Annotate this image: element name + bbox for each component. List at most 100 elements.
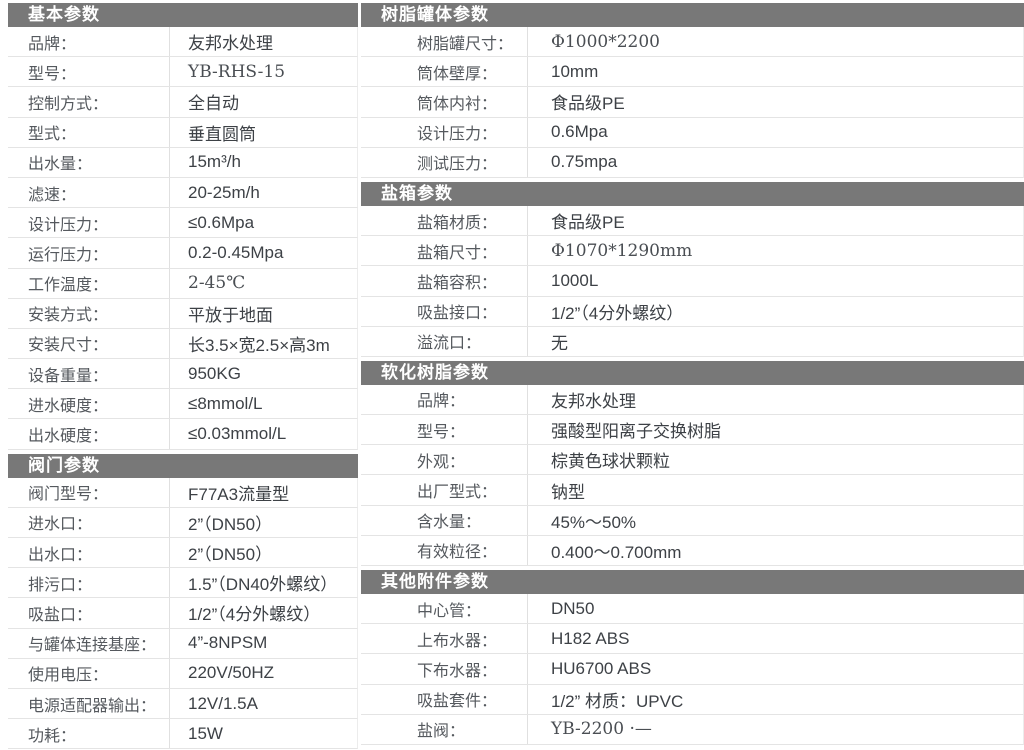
spec-label: 功耗： — [8, 719, 170, 749]
spec-label: 阀门型号： — [8, 477, 170, 507]
spec-value: HU6700 ABS — [551, 658, 652, 678]
spec-label: 设计压力： — [8, 208, 170, 238]
spec-label: 出水硬度： — [8, 419, 170, 449]
spec-value: 950KG — [188, 363, 241, 383]
spec-section: 阀门参数 阀门型号： F77A3流量型 进水口： 2”（DN50） 出水口： 2”（DN50… — [8, 453, 358, 750]
spec-row: 功耗： 15W — [8, 719, 358, 750]
spec-row: 溢流口： 无 — [361, 326, 1024, 357]
spec-label: 出水量： — [8, 147, 170, 177]
spec-table-right-column: 树脂罐体参数 树脂罐尺寸： Φ1000*2200 筒体壁厚： 10mm 筒体内衬： 食品级P… — [361, 3, 1024, 745]
spec-label: 品牌： — [8, 27, 170, 57]
spec-row: 滤速： 20-25m/h — [8, 177, 358, 209]
spec-label: 型号： — [8, 57, 170, 87]
spec-label: 吸盐接口： — [361, 296, 528, 326]
spec-row: 型号： 强酸型阳离子交换树脂 — [361, 415, 1024, 446]
section-header: 盐箱参数 — [361, 181, 1024, 206]
section-header: 软化树脂参数 — [361, 360, 1024, 385]
spec-label: 工作温度： — [8, 268, 170, 298]
spec-label: 设计压力： — [361, 117, 528, 147]
spec-value: 2”（DN50） — [188, 514, 273, 534]
spec-label: 使用电压： — [8, 658, 170, 688]
spec-label: 含水量： — [361, 505, 528, 535]
spec-value: 平放于地面 — [188, 305, 273, 325]
section-rows: 树脂罐尺寸： Φ1000*2200 筒体壁厚： 10mm 筒体内衬： 食品级PE 设计压力：… — [361, 27, 1024, 178]
spec-row: 进水口： 2”（DN50） — [8, 507, 358, 538]
spec-row: 出水硬度： ≤0.03mmol/L — [8, 419, 358, 450]
spec-row: 盐箱容积： 1000L — [361, 266, 1024, 297]
spec-row: 安装方式： 平放于地面 — [8, 298, 358, 329]
spec-section: 基本参数 品牌： 友邦水处理 型号： YB-RHS-15 控制方式： 全自动型式： 垂直圆筒出… — [8, 3, 358, 450]
spec-value: 垂直圆筒 — [188, 124, 256, 144]
spec-row: 型式： 垂直圆筒 — [8, 117, 358, 148]
spec-label: 排污口： — [8, 568, 170, 598]
spec-label: 溢流口： — [361, 326, 528, 356]
spec-row: 外观： 棕黄色球状颗粒 — [361, 445, 1024, 476]
spec-value: YB-RHS-15 — [188, 61, 286, 82]
spec-label: 进水硬度： — [8, 389, 170, 419]
spec-section: 树脂罐体参数 树脂罐尺寸： Φ1000*2200 筒体壁厚： 10mm 筒体内衬： 食品级P… — [361, 3, 1024, 178]
spec-label: 进水口： — [8, 507, 170, 537]
spec-row: 安装尺寸： 长3.5×宽2.5×高3m — [8, 328, 358, 360]
spec-row: 吸盐套件： 1/2” 材质：UPVC — [361, 684, 1024, 715]
spec-value: 友邦水处理 — [551, 391, 636, 411]
spec-row: 设备重量： 950KG — [8, 359, 358, 390]
spec-value: 12V/1.5A — [188, 693, 258, 713]
spec-row: 与罐体连接基座： 4”-8NPSM — [8, 628, 358, 659]
section-header: 基本参数 — [8, 3, 358, 27]
spec-label: 控制方式： — [8, 87, 170, 117]
spec-value: 220V/50HZ — [188, 663, 274, 683]
spec-row: 盐箱尺寸： Φ1070*1290mm — [361, 236, 1024, 267]
spec-value: ≤0.03mmol/L — [188, 424, 287, 444]
spec-label: 盐箱材质： — [361, 205, 528, 236]
spec-row: 含水量： 45%～50% — [361, 505, 1024, 536]
spec-row: 吸盐口： 1/2”（4分外螺纹） — [8, 598, 358, 629]
spec-row: 排污口： 1.5”（DN40外螺纹） — [8, 568, 358, 599]
spec-row: 品牌： 友邦水处理 — [8, 27, 358, 58]
spec-label: 中心管： — [361, 594, 528, 624]
spec-value: 棕黄色球状颗粒 — [551, 452, 670, 472]
spec-value: 1/2”（4分外螺纹） — [188, 605, 321, 625]
spec-row: 测试压力： 0.75mpa — [361, 147, 1024, 178]
spec-value: H182 ABS — [551, 628, 630, 648]
section-rows: 品牌： 友邦水处理 型号： 强酸型阳离子交换树脂 外观： 棕黄色球状颗粒 出厂型式： 钠型 含水… — [361, 384, 1024, 566]
spec-row: 品牌： 友邦水处理 — [361, 384, 1024, 416]
spec-value: 食品级PE — [551, 213, 625, 233]
spec-label: 型号： — [361, 415, 528, 445]
section-rows: 阀门型号： F77A3流量型 进水口： 2”（DN50） 出水口： 2”（DN50） 排污口… — [8, 477, 358, 750]
spec-value: 0.400～0.700mm — [551, 542, 682, 562]
spec-row: 中心管： DN50 — [361, 594, 1024, 625]
spec-value: 全自动 — [188, 94, 239, 114]
spec-row: 型号： YB-RHS-15 — [8, 57, 358, 88]
spec-label: 盐阀： — [361, 714, 528, 744]
spec-row: 上布水器： H182 ABS — [361, 624, 1024, 655]
section-rows: 中心管： DN50 上布水器： H182 ABS 下布水器： HU6700 ABS 吸盐套件… — [361, 594, 1024, 745]
spec-label: 盐箱容积： — [361, 266, 528, 296]
spec-value: 45%～50% — [551, 512, 637, 532]
spec-label: 电源适配器输出： — [8, 688, 170, 719]
spec-row: 吸盐接口： 1/2”（4分外螺纹） — [361, 296, 1024, 327]
spec-value: 0.6Mpa — [551, 122, 608, 142]
spec-row: 盐阀： YB-2200 ·— — [361, 714, 1024, 745]
spec-label: 安装方式： — [8, 298, 170, 328]
spec-table-left-column: 基本参数 品牌： 友邦水处理 型号： YB-RHS-15 控制方式： 全自动型式： 垂直圆筒出… — [8, 3, 358, 750]
spec-label: 品牌： — [361, 384, 528, 415]
section-rows: 盐箱材质： 食品级PE 盐箱尺寸： Φ1070*1290mm 盐箱容积： 1000L 吸盐接… — [361, 205, 1024, 357]
spec-value: 10mm — [551, 61, 599, 81]
spec-row: 筒体内衬： 食品级PE — [361, 87, 1024, 118]
spec-value: ≤0.6Mpa — [188, 212, 255, 232]
spec-section: 盐箱参数 盐箱材质： 食品级PE 盐箱尺寸： Φ1070*1290mm 盐箱容积： 1000… — [361, 181, 1024, 357]
spec-label: 吸盐口： — [8, 598, 170, 628]
spec-value: 无 — [551, 333, 568, 353]
section-header: 其他附件参数 — [361, 570, 1024, 594]
spec-value: 2-45℃ — [188, 273, 246, 294]
spec-row: 电源适配器输出： 12V/1.5A — [8, 688, 358, 720]
spec-value: 0.75mpa — [551, 152, 618, 172]
spec-label: 滤速： — [8, 177, 170, 208]
spec-row: 使用电压： 220V/50HZ — [8, 658, 358, 689]
spec-value: 钠型 — [551, 482, 585, 502]
spec-value: 20-25m/h — [188, 182, 260, 202]
spec-row: 设计压力： 0.6Mpa — [361, 117, 1024, 148]
spec-label: 与罐体连接基座： — [8, 628, 170, 658]
spec-row: 工作温度： 2-45℃ — [8, 268, 358, 299]
spec-value: 强酸型阳离子交换树脂 — [551, 422, 721, 442]
